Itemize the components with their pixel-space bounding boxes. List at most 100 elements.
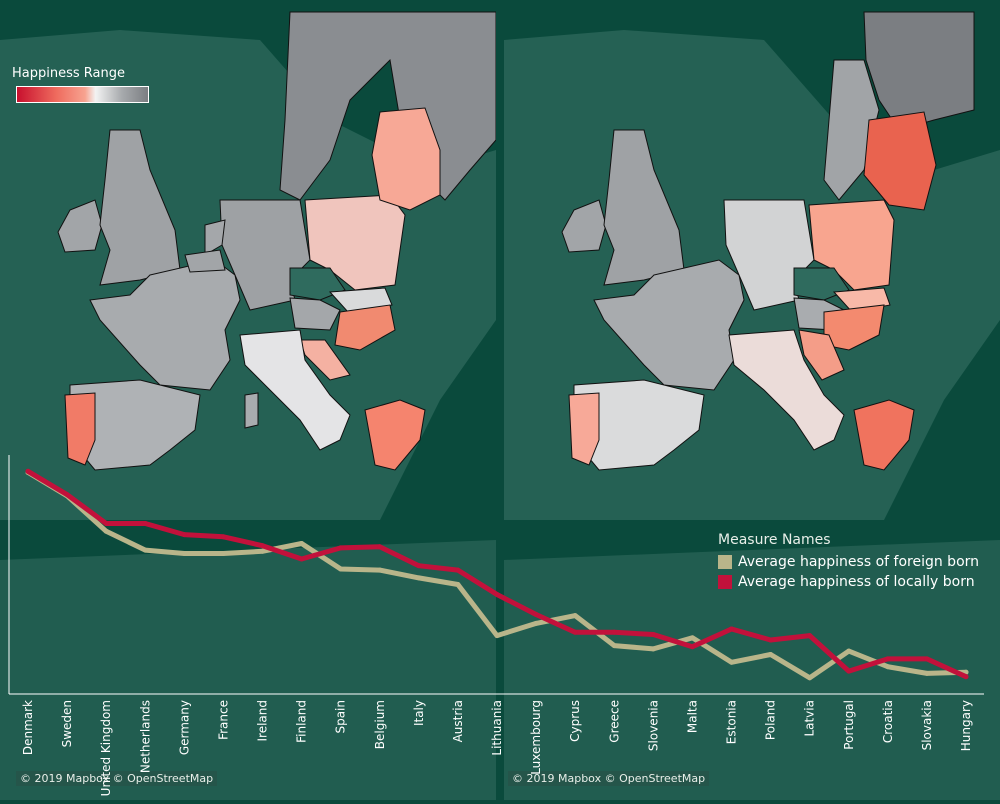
point-locally-born-united-kingdom[interactable]	[103, 521, 109, 526]
x-tick-label-portugal: Portugal	[842, 700, 856, 750]
point-locally-born-cyprus[interactable]	[572, 629, 578, 635]
chart-axes	[8, 455, 984, 695]
point-locally-born-slovenia[interactable]	[650, 632, 656, 637]
region-baltic-states[interactable]	[863, 111, 937, 211]
point-foreign-born-ireland[interactable]	[260, 548, 265, 554]
point-locally-born-sweden[interactable]	[64, 492, 70, 498]
legend-item-locally-born[interactable]: Average happiness of locally born	[718, 574, 979, 590]
point-locally-born-france[interactable]	[220, 534, 226, 540]
map-left-svg	[0, 0, 497, 800]
point-locally-born-portugal[interactable]	[846, 668, 852, 674]
region-netherlands[interactable]	[204, 219, 226, 256]
point-locally-born-finland[interactable]	[299, 556, 305, 562]
point-locally-born-italy[interactable]	[416, 563, 422, 569]
region-baltic-states[interactable]	[371, 107, 441, 211]
region-portugal[interactable]	[568, 392, 600, 466]
point-foreign-born-austria[interactable]	[455, 582, 461, 588]
point-foreign-born-latvia[interactable]	[807, 675, 813, 681]
point-foreign-born-croatia[interactable]	[885, 664, 891, 670]
region-croatia[interactable]	[798, 329, 845, 381]
x-tick-label-france: France	[216, 700, 230, 740]
map-attribution-left[interactable]: © 2019 Mapbox © OpenStreetMap	[16, 771, 218, 786]
point-locally-born-lithuania[interactable]	[494, 592, 500, 598]
point-foreign-born-italy[interactable]	[416, 575, 422, 581]
x-tick-label-lithuania: Lithuania	[490, 700, 504, 756]
region-united-kingdom[interactable]	[603, 129, 685, 286]
map-right-svg	[504, 0, 1000, 800]
x-tick-label-germany: Germany	[177, 700, 191, 755]
region-belgium[interactable]	[184, 249, 226, 273]
point-locally-born-ireland[interactable]	[260, 543, 265, 549]
point-foreign-born-cyprus[interactable]	[572, 613, 578, 619]
point-locally-born-latvia[interactable]	[807, 633, 813, 639]
point-foreign-born-united-kingdom[interactable]	[103, 528, 109, 534]
point-locally-born-belgium[interactable]	[377, 544, 383, 550]
x-tick-label-greece: Greece	[607, 700, 621, 743]
region-italy[interactable]	[728, 329, 845, 451]
region-ireland[interactable]	[561, 199, 607, 253]
measure-legend-title: Measure Names	[718, 532, 831, 548]
region-austria[interactable]	[289, 297, 341, 331]
x-tick-label-slovenia: Slovenia	[646, 700, 660, 751]
x-tick-label-poland: Poland	[764, 700, 778, 740]
point-locally-born-croatia[interactable]	[885, 656, 891, 662]
map-attribution-right[interactable]: © 2019 Mapbox © OpenStreetMap	[508, 771, 710, 786]
point-foreign-born-greece[interactable]	[611, 643, 617, 649]
happiness-range-legend: Happiness Range	[12, 66, 149, 103]
x-tick-label-croatia: Croatia	[881, 700, 895, 743]
region-portugal[interactable]	[64, 392, 96, 466]
point-locally-born-luxembourg[interactable]	[533, 612, 539, 618]
point-locally-born-spain[interactable]	[338, 545, 344, 551]
point-foreign-born-finland[interactable]	[299, 540, 305, 546]
point-foreign-born-belgium[interactable]	[377, 567, 383, 573]
legend-range-gradient	[16, 86, 149, 103]
point-foreign-born-germany[interactable]	[181, 550, 187, 556]
point-locally-born-greece[interactable]	[611, 629, 617, 635]
chart-series	[25, 468, 969, 681]
point-foreign-born-lithuania[interactable]	[494, 633, 500, 639]
region-sardinia[interactable]	[244, 392, 259, 429]
legend-item-foreign-born[interactable]: Average happiness of foreign born	[718, 554, 979, 570]
x-tick-label-united-kingdom: United Kingdom	[99, 700, 113, 796]
point-foreign-born-spain[interactable]	[338, 566, 344, 572]
region-ireland[interactable]	[57, 199, 103, 253]
x-tick-label-hungary: Hungary	[959, 700, 973, 751]
x-tick-label-slovakia: Slovakia	[920, 700, 934, 750]
map-foreign-born[interactable]: © 2019 Mapbox © OpenStreetMap	[0, 0, 497, 800]
region-united-kingdom[interactable]	[99, 129, 181, 286]
region-hungary[interactable]	[334, 304, 396, 351]
region-greece[interactable]	[853, 399, 915, 471]
point-locally-born-estonia[interactable]	[729, 626, 734, 632]
legend-label-locally-born: Average happiness of locally born	[738, 574, 975, 590]
point-foreign-born-slovenia[interactable]	[650, 646, 656, 652]
point-foreign-born-france[interactable]	[220, 550, 226, 556]
point-foreign-born-poland[interactable]	[768, 651, 774, 657]
point-locally-born-denmark[interactable]	[25, 468, 31, 474]
point-foreign-born-portugal[interactable]	[846, 648, 852, 654]
terrain-shading-south	[504, 540, 1000, 800]
point-locally-born-poland[interactable]	[768, 637, 774, 643]
x-tick-label-denmark: Denmark	[21, 700, 35, 755]
point-locally-born-slovakia[interactable]	[924, 656, 930, 662]
point-locally-born-austria[interactable]	[455, 567, 461, 573]
map-locally-born[interactable]: © 2019 Mapbox © OpenStreetMap	[504, 0, 1000, 800]
legend-range-title: Happiness Range	[12, 66, 125, 81]
x-tick-label-latvia: Latvia	[803, 700, 817, 737]
legend-label-foreign-born: Average happiness of foreign born	[738, 554, 980, 570]
x-tick-label-finland: Finland	[295, 700, 309, 743]
x-tick-label-italy: Italy	[412, 700, 426, 726]
point-locally-born-germany[interactable]	[181, 532, 187, 538]
point-foreign-born-netherlands[interactable]	[142, 547, 148, 553]
region-greece[interactable]	[364, 399, 426, 471]
point-locally-born-hungary[interactable]	[963, 674, 969, 680]
point-foreign-born-estonia[interactable]	[729, 659, 734, 665]
region-slovakia[interactable]	[328, 287, 393, 313]
point-locally-born-netherlands[interactable]	[142, 521, 148, 526]
region-italy[interactable]	[239, 329, 351, 451]
point-foreign-born-slovakia[interactable]	[924, 670, 930, 676]
point-foreign-born-malta[interactable]	[689, 635, 695, 641]
region-scandinavia[interactable]	[279, 11, 497, 201]
point-foreign-born-luxembourg[interactable]	[533, 620, 539, 626]
legend-swatch-locally-born	[718, 575, 732, 589]
point-locally-born-malta[interactable]	[689, 644, 695, 650]
